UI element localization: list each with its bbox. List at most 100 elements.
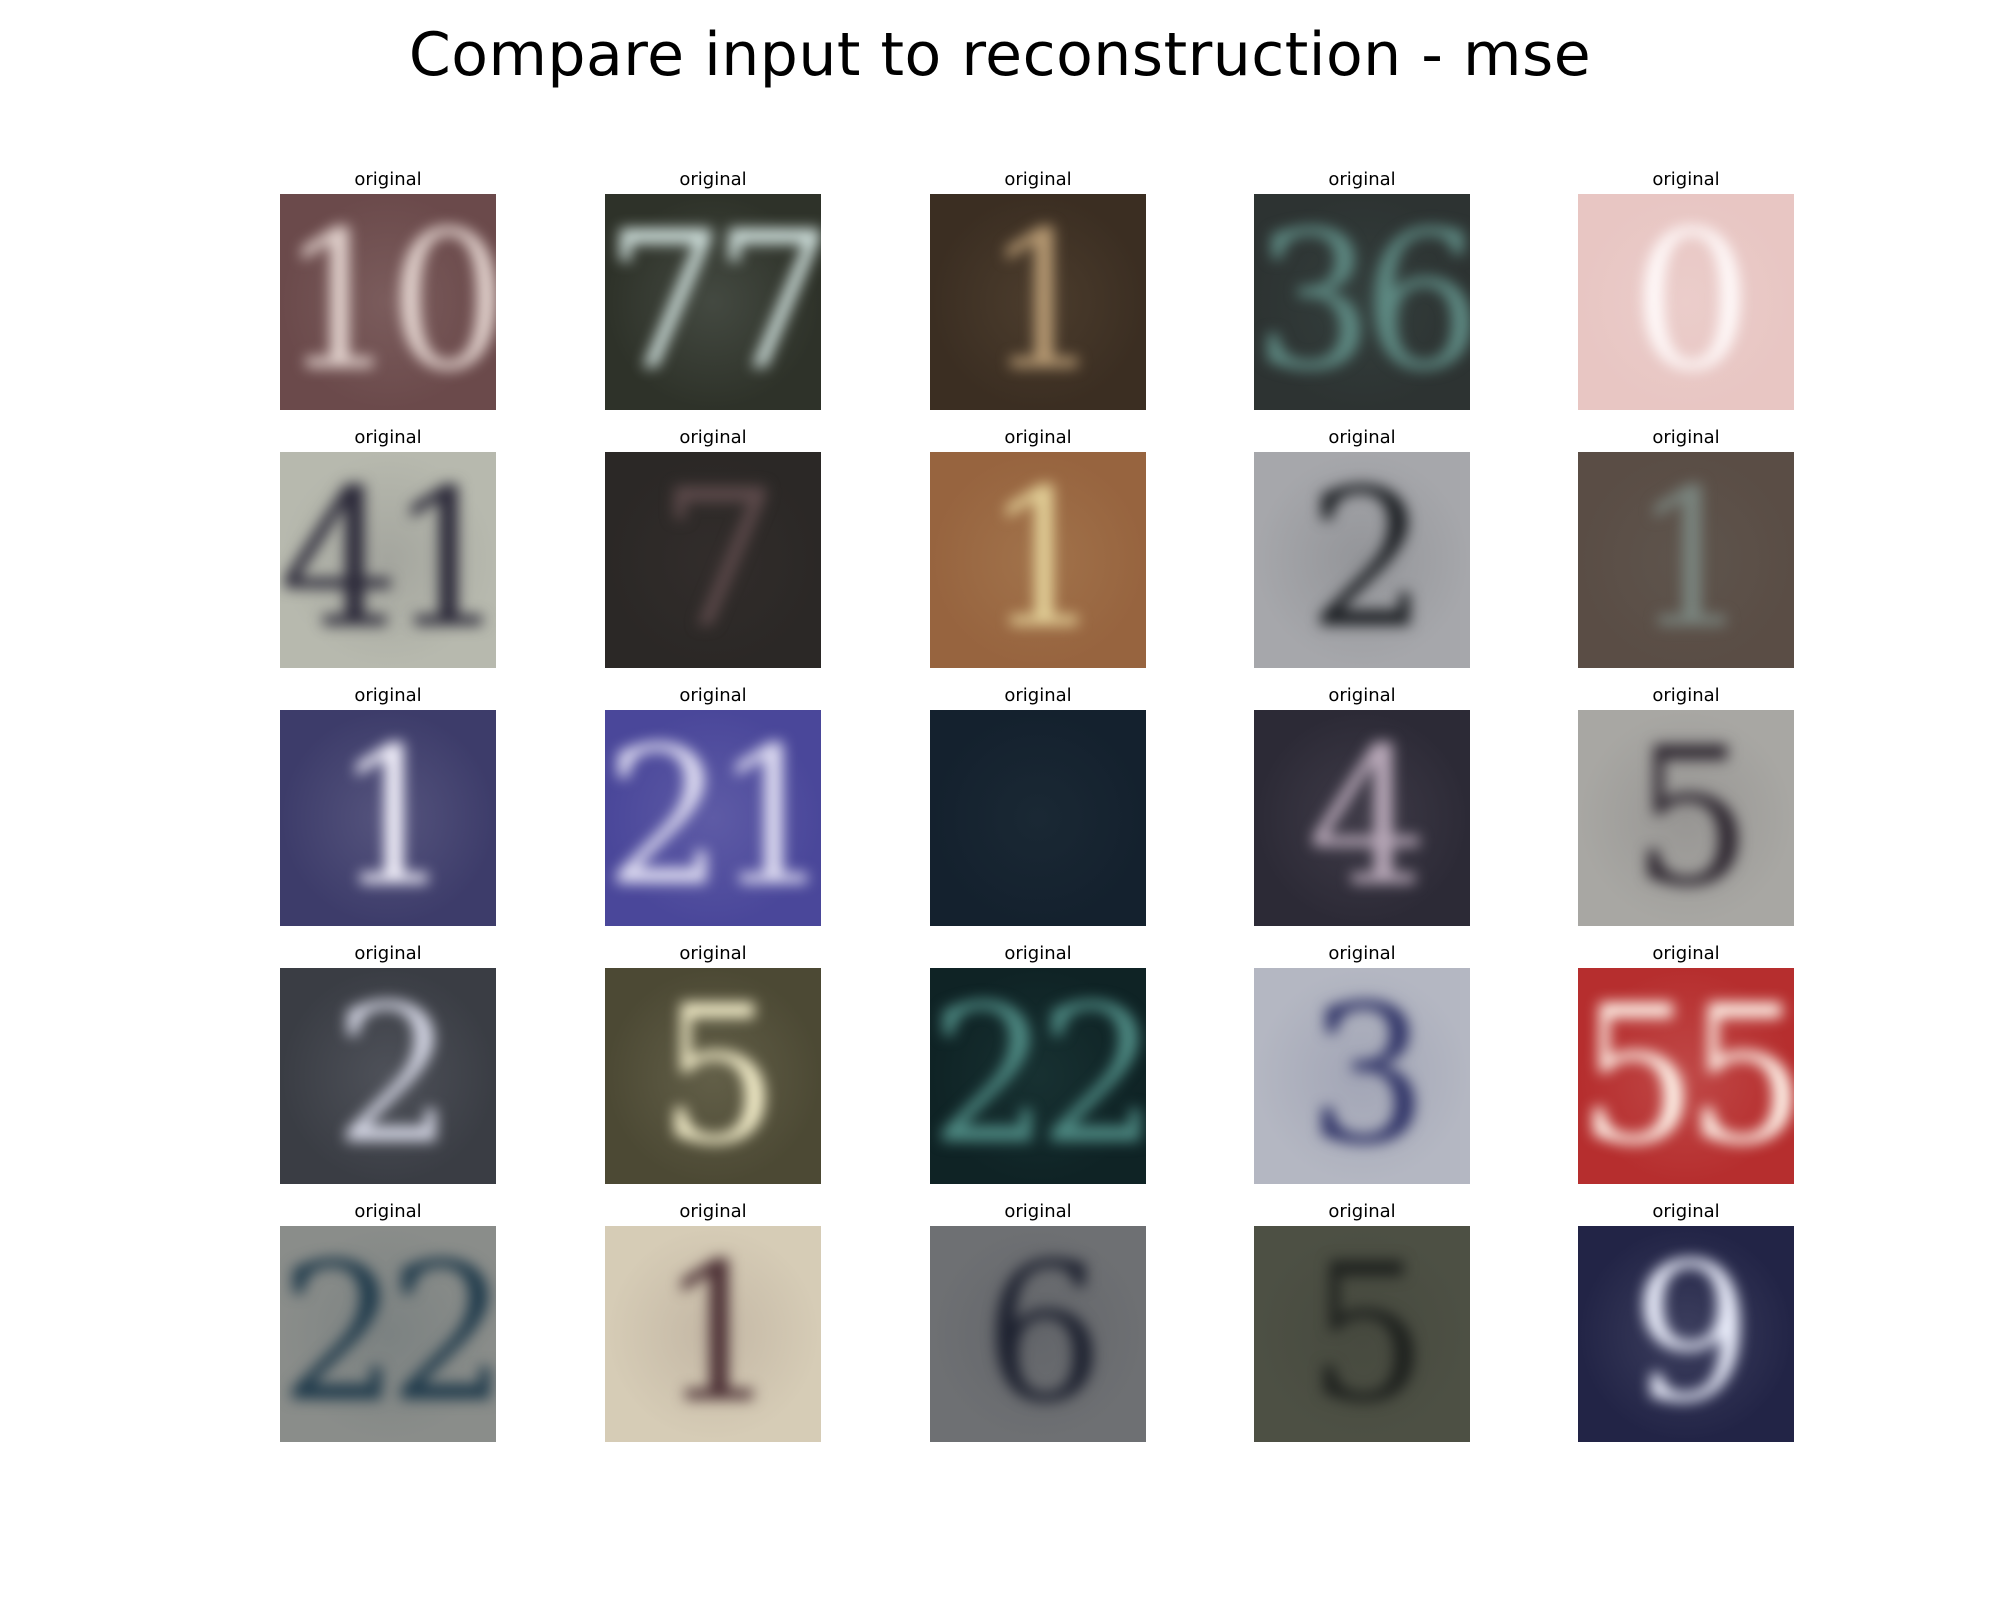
digit-thumbnail: 2	[1254, 452, 1470, 668]
digit-glyphs: 3	[1307, 968, 1429, 1184]
image-panel: original 7	[605, 427, 821, 673]
digit-thumbnail: 10	[280, 194, 496, 410]
digit-thumbnail: 9	[1578, 1226, 1794, 1442]
thumbnail-background	[1254, 968, 1470, 1184]
image-panel: original 5	[1578, 685, 1794, 931]
image-panel: original 21	[605, 685, 821, 931]
digit-glyphs	[930, 710, 1146, 926]
digit-thumbnail: 36	[1254, 194, 1470, 410]
digit-thumbnail: 5	[605, 968, 821, 1184]
thumbnail-background	[1578, 968, 1794, 1184]
panel-title: original	[679, 943, 747, 964]
digit-thumbnail: 5	[1578, 710, 1794, 926]
image-panel: original 1	[930, 427, 1146, 673]
digit-thumbnail: 1	[1578, 452, 1794, 668]
thumbnail-background	[1254, 1226, 1470, 1442]
digit-glyphs: 1	[1631, 452, 1753, 668]
image-panel: original 77	[605, 169, 821, 415]
image-panel: original 1	[930, 169, 1146, 415]
digit-thumbnail	[930, 710, 1146, 926]
thumbnail-background	[280, 968, 496, 1184]
figure-title: Compare input to reconstruction - mse	[408, 20, 1592, 90]
digit-thumbnail: 2	[280, 968, 496, 1184]
thumbnail-background	[930, 710, 1146, 926]
panel-title: original	[354, 943, 422, 964]
thumbnail-background	[930, 968, 1146, 1184]
digit-glyphs: 5	[658, 968, 780, 1184]
image-panel: original 22	[930, 943, 1146, 1189]
panel-title: original	[679, 427, 747, 448]
thumbnail-background	[1254, 194, 1470, 410]
digit-glyphs: 41	[280, 452, 496, 668]
digit-glyphs: 36	[1254, 194, 1470, 410]
digit-thumbnail: 0	[1578, 194, 1794, 410]
panel-title: original	[1328, 943, 1396, 964]
thumbnail-background	[1578, 710, 1794, 926]
digit-thumbnail: 21	[605, 710, 821, 926]
image-panel: original 10	[280, 169, 496, 415]
digit-thumbnail: 1	[605, 1226, 821, 1442]
panel-title: original	[1652, 169, 1720, 190]
digit-glyphs: 7	[658, 452, 780, 668]
digit-glyphs: 10	[280, 194, 496, 410]
digit-glyphs: 22	[280, 1226, 496, 1442]
panel-title: original	[679, 169, 747, 190]
image-panel: original 6	[930, 1201, 1146, 1447]
image-panel: original 0	[1578, 169, 1794, 415]
image-panel: original 1	[280, 685, 496, 931]
digit-thumbnail: 1	[930, 452, 1146, 668]
panel-title: original	[1328, 427, 1396, 448]
thumbnail-background	[280, 1226, 496, 1442]
image-panel: original 2	[1254, 427, 1470, 673]
digit-glyphs: 21	[605, 710, 821, 926]
panel-title: original	[354, 427, 422, 448]
thumbnail-background	[1578, 1226, 1794, 1442]
panel-title: original	[679, 1201, 747, 1222]
image-panel: original 5	[605, 943, 821, 1189]
digit-thumbnail: 22	[280, 1226, 496, 1442]
thumbnail-background	[280, 710, 496, 926]
thumbnail-background	[605, 1226, 821, 1442]
digit-thumbnail: 41	[280, 452, 496, 668]
thumbnail-background	[280, 194, 496, 410]
digit-glyphs: 9	[1631, 1226, 1753, 1442]
image-panel: original 4	[1254, 685, 1470, 931]
digit-thumbnail: 1	[280, 710, 496, 926]
digit-thumbnail: 1	[930, 194, 1146, 410]
panel-title: original	[1004, 169, 1072, 190]
image-panel: original 1	[1578, 427, 1794, 673]
digit-thumbnail: 7	[605, 452, 821, 668]
thumbnail-background	[930, 452, 1146, 668]
digit-glyphs: 0	[1631, 194, 1753, 410]
image-panel: original 22	[280, 1201, 496, 1447]
digit-thumbnail: 77	[605, 194, 821, 410]
panel-title: original	[1004, 685, 1072, 706]
panel-title: original	[1004, 1201, 1072, 1222]
thumbnail-background	[605, 710, 821, 926]
digit-glyphs: 22	[930, 968, 1146, 1184]
thumbnail-background	[605, 194, 821, 410]
panel-title: original	[354, 1201, 422, 1222]
image-panel: original 1	[605, 1201, 821, 1447]
panel-title: original	[1328, 169, 1396, 190]
panel-title: original	[1652, 943, 1720, 964]
thumbnail-background	[280, 452, 496, 668]
image-panel: original 41	[280, 427, 496, 673]
digit-thumbnail: 5	[1254, 1226, 1470, 1442]
digit-glyphs: 1	[333, 710, 455, 926]
panel-title: original	[1004, 427, 1072, 448]
image-panel: original 9	[1578, 1201, 1794, 1447]
panel-title: original	[1652, 427, 1720, 448]
image-panel: original 5	[1254, 1201, 1470, 1447]
panel-title: original	[1652, 685, 1720, 706]
digit-glyphs: 77	[605, 194, 821, 410]
digit-thumbnail: 3	[1254, 968, 1470, 1184]
thumbnail-background	[930, 1226, 1146, 1442]
thumbnail-background	[930, 194, 1146, 410]
panel-title: original	[1004, 943, 1072, 964]
digit-glyphs: 1	[658, 1226, 780, 1442]
digit-glyphs: 2	[1307, 452, 1429, 668]
digit-thumbnail: 22	[930, 968, 1146, 1184]
digit-glyphs: 1	[983, 194, 1105, 410]
